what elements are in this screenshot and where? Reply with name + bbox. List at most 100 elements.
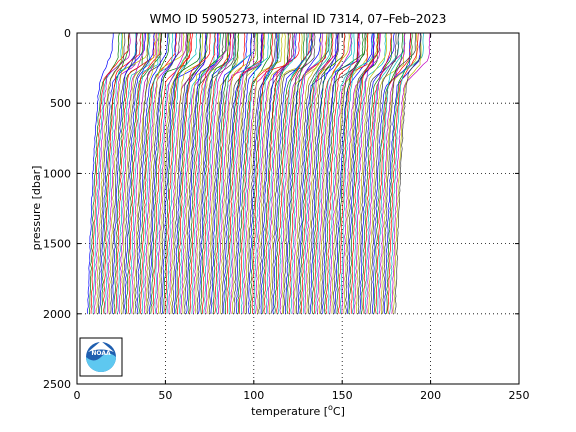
profile-line <box>334 32 373 314</box>
profile-line <box>226 32 264 314</box>
x-axis-label-unit: C] <box>333 405 345 418</box>
profile-line <box>364 32 400 314</box>
profile-line <box>106 32 138 314</box>
profile-line <box>113 33 144 314</box>
profile-line <box>345 32 380 314</box>
profile-line <box>124 32 155 314</box>
profile-line <box>387 32 419 314</box>
profile-line <box>336 32 367 314</box>
profile-line <box>368 32 406 314</box>
profile-line <box>272 33 313 314</box>
profile-line <box>203 32 236 314</box>
profile-line <box>237 32 272 314</box>
profile-line <box>258 32 294 314</box>
y-tick-label: 1000 <box>43 167 71 180</box>
profile-line <box>214 32 246 314</box>
profile-line <box>260 32 297 314</box>
profile-line <box>223 32 252 314</box>
profile-line <box>360 33 392 314</box>
logo-text: NOAA <box>91 350 111 357</box>
profile-line <box>221 32 253 314</box>
profile-line <box>350 32 379 314</box>
profile-line <box>242 32 279 314</box>
profile-line <box>352 32 386 314</box>
profile-line <box>170 32 204 314</box>
profile-line <box>146 32 181 314</box>
profile-line <box>201 32 232 314</box>
profile-line <box>175 32 208 314</box>
profile-line <box>320 32 359 314</box>
profile-line <box>304 32 339 314</box>
profile-line <box>359 32 395 314</box>
profile-line <box>108 32 149 314</box>
x-axis-label-prefix: temperature [ <box>251 405 328 418</box>
profile-line <box>357 32 397 314</box>
profile-line <box>179 32 216 314</box>
profile-line <box>116 32 151 314</box>
profile-line <box>294 32 328 314</box>
profile-line <box>366 32 406 314</box>
profile-line <box>244 33 283 314</box>
profile-line <box>253 33 280 314</box>
profile-line <box>348 32 379 314</box>
profile-line <box>164 32 194 314</box>
profile-line <box>314 32 353 314</box>
profile-line <box>177 32 211 314</box>
profile-line <box>104 32 137 314</box>
profile-line <box>150 32 189 314</box>
profile-line <box>292 32 323 314</box>
profile-line <box>130 32 160 314</box>
y-tick-label: 500 <box>50 97 71 110</box>
profile-line <box>276 32 311 314</box>
profile-line <box>394 32 422 314</box>
profile-line <box>219 32 257 314</box>
profile-line <box>389 32 425 314</box>
profile-line <box>172 33 207 314</box>
profile-line <box>94 32 131 314</box>
profile-line <box>231 32 265 314</box>
profile-line <box>245 32 277 314</box>
profile-line <box>339 32 374 314</box>
profile-line <box>233 32 263 314</box>
profile-line <box>103 32 142 314</box>
profile-line <box>286 32 313 314</box>
profile-line <box>192 32 228 314</box>
profile-line <box>331 32 369 314</box>
profile-line <box>235 32 263 314</box>
y-tick-label: 2500 <box>43 378 71 391</box>
profile-line <box>283 32 316 314</box>
profile-line <box>267 33 295 314</box>
profile-line <box>127 32 162 314</box>
profile-line <box>187 32 227 314</box>
profile-line <box>251 32 291 314</box>
profile-line <box>373 33 404 314</box>
profile-line <box>341 32 375 314</box>
profile-line <box>375 32 412 314</box>
noaa-logo-icon: NOAA <box>79 337 123 377</box>
profile-line <box>299 32 333 314</box>
profile-line <box>118 32 145 314</box>
profile-line <box>308 32 340 314</box>
y-axis-ticks: 0 500 1000 1500 2000 2500 <box>43 27 519 391</box>
profile-line <box>134 32 162 314</box>
profile-line <box>136 32 169 314</box>
profile-line <box>295 32 330 314</box>
x-tick-label: 0 <box>74 389 81 402</box>
profile-line <box>141 32 174 314</box>
profile-line <box>316 32 352 314</box>
profile-line <box>210 32 248 314</box>
profile-line <box>323 32 364 314</box>
x-axis-label-degree: o <box>328 403 333 412</box>
profile-line <box>325 32 359 314</box>
profile-line <box>370 32 400 314</box>
profile-line <box>205 32 234 314</box>
profile-line <box>333 32 366 314</box>
profile-line <box>217 33 255 314</box>
profile-line <box>149 32 177 314</box>
profile-line <box>228 32 266 314</box>
profile-line <box>288 32 328 314</box>
profile-line <box>100 32 130 314</box>
profile-line <box>189 32 216 314</box>
profile-line <box>115 32 155 314</box>
